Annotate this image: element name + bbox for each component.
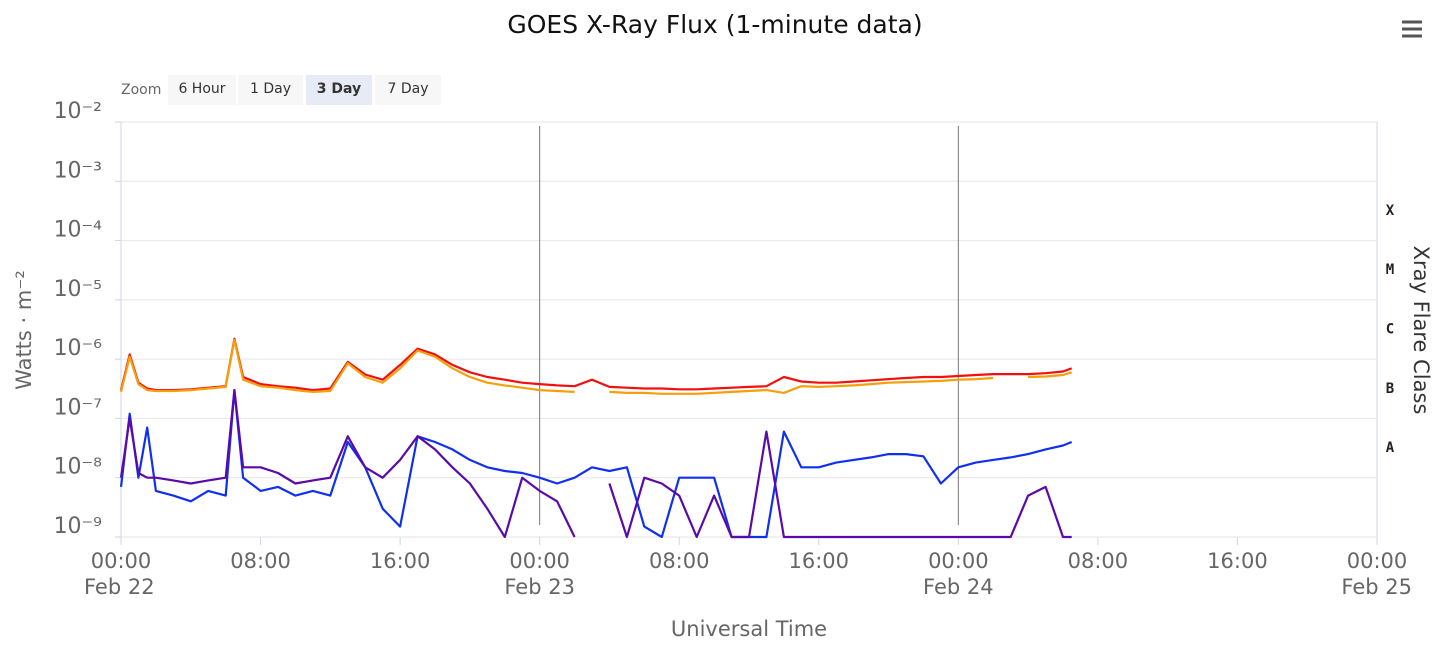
zoom-button-label[interactable]: 7 Day — [387, 81, 428, 97]
zoom-button[interactable] — [238, 75, 303, 105]
x-date-label: Feb 24 — [923, 575, 994, 599]
x-tick-label: 00:00 — [509, 549, 570, 573]
chart-title: GOES X-Ray Flux (1-minute data) — [507, 10, 922, 39]
x-tick-label: 00:00 — [1347, 549, 1408, 573]
y-tick-label: 10⁻⁸ — [54, 455, 103, 480]
y-tick-label: 10⁻³ — [54, 158, 102, 183]
x-tick-label: 00:00 — [91, 549, 152, 573]
y-tick-label: 10⁻⁷ — [54, 395, 102, 420]
x-tick-label: 00:00 — [928, 549, 989, 573]
zoom-button[interactable] — [168, 75, 236, 105]
x-date-label: Feb 23 — [504, 575, 575, 599]
y-tick-label: 10⁻² — [54, 99, 102, 124]
x-tick-label: 08:00 — [649, 549, 710, 573]
y-tick-label: 10⁻⁴ — [54, 218, 103, 243]
series-line — [119, 389, 1072, 539]
series-line — [119, 389, 1073, 539]
zoom-button-label[interactable]: 3 Day — [317, 81, 361, 97]
plot-border — [120, 121, 1378, 538]
zoom-label: Zoom — [121, 82, 161, 98]
menu-icon[interactable] — [1402, 20, 1422, 38]
x-tick-label: 16:00 — [789, 549, 850, 573]
y2-axis-title: Xray Flare Class — [1409, 246, 1433, 415]
flare-class-label: M — [1386, 262, 1394, 278]
zoom-button[interactable] — [375, 75, 441, 105]
y-tick-label: 10⁻⁹ — [54, 514, 102, 539]
x-tick-label: 08:00 — [230, 549, 291, 573]
flare-class-label: C — [1386, 322, 1394, 338]
y-axis-title: Watts · m⁻² — [12, 270, 36, 390]
y-tick-label: 10⁻⁶ — [54, 336, 103, 361]
flare-class-label: A — [1386, 440, 1395, 456]
x-axis-title: Universal Time — [671, 617, 827, 641]
zoom-button-label[interactable]: 1 Day — [250, 81, 291, 97]
x-date-label: Feb 25 — [1341, 575, 1412, 599]
x-tick-label: 08:00 — [1068, 549, 1129, 573]
x-date-label: Feb 22 — [84, 575, 155, 599]
series-line — [119, 338, 1073, 395]
flare-class-label: X — [1386, 203, 1395, 219]
x-tick-label: 16:00 — [370, 549, 431, 573]
zoom-button[interactable] — [306, 75, 372, 105]
y-tick-label: 10⁻⁵ — [54, 277, 102, 302]
flare-class-label: B — [1386, 381, 1394, 397]
zoom-button-label[interactable]: 6 Hour — [178, 81, 225, 97]
x-tick-label: 16:00 — [1207, 549, 1268, 573]
